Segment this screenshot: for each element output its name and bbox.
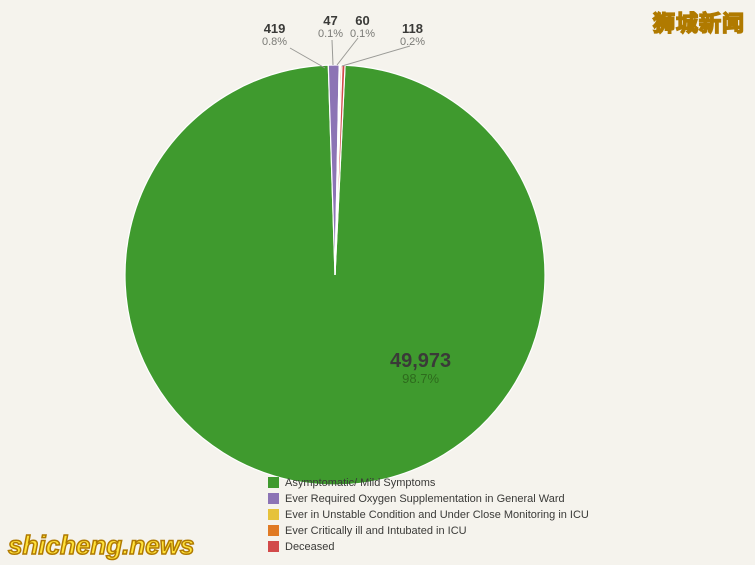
- legend-swatch: [268, 541, 279, 552]
- legend-label: Ever Critically ill and Intubated in ICU: [285, 525, 467, 537]
- legend: Asymptomatic/ Mild Symptoms Ever Require…: [268, 475, 589, 555]
- legend-item: Ever Required Oxygen Supplementation in …: [268, 491, 589, 506]
- leader-line: [290, 48, 325, 68]
- legend-label: Asymptomatic/ Mild Symptoms: [285, 477, 435, 489]
- legend-swatch: [268, 493, 279, 504]
- leader-line: [337, 38, 358, 65]
- pie-chart-container: 49,973 98.7% 419 0.8% 47 0.1% 60 0.1% 11…: [0, 0, 755, 565]
- legend-item: Deceased: [268, 539, 589, 554]
- leader-line: [332, 40, 333, 65]
- legend-item: Asymptomatic/ Mild Symptoms: [268, 475, 589, 490]
- watermark-top: 狮城新闻: [653, 6, 745, 38]
- legend-item: Ever Critically ill and Intubated in ICU: [268, 523, 589, 538]
- watermark-bottom: shicheng.news: [8, 530, 194, 561]
- legend-item: Ever in Unstable Condition and Under Clo…: [268, 507, 589, 522]
- legend-swatch: [268, 525, 279, 536]
- legend-label: Ever Required Oxygen Supplementation in …: [285, 493, 565, 505]
- legend-swatch: [268, 477, 279, 488]
- leader-line: [342, 46, 410, 66]
- legend-label: Deceased: [285, 541, 335, 553]
- legend-label: Ever in Unstable Condition and Under Clo…: [285, 509, 589, 521]
- legend-swatch: [268, 509, 279, 520]
